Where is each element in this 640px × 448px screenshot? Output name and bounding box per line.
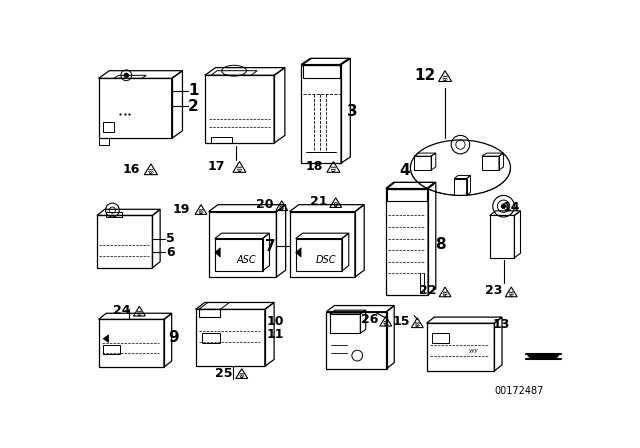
Text: yyy: yyy	[468, 348, 477, 353]
Text: 5: 5	[166, 232, 175, 245]
Polygon shape	[215, 248, 220, 257]
Text: 6: 6	[166, 246, 175, 259]
Text: 11: 11	[267, 328, 284, 341]
Text: 22: 22	[419, 284, 437, 297]
Text: 2: 2	[188, 99, 198, 114]
Circle shape	[124, 73, 129, 78]
Text: 24: 24	[113, 304, 131, 317]
Text: 16: 16	[123, 163, 140, 176]
Polygon shape	[103, 335, 109, 343]
Text: 12: 12	[414, 68, 436, 83]
Text: 00172487: 00172487	[494, 386, 543, 396]
Text: 15: 15	[392, 315, 410, 328]
Text: 14: 14	[502, 201, 520, 214]
Circle shape	[501, 204, 506, 208]
Text: 7: 7	[265, 239, 276, 254]
Text: 19: 19	[173, 203, 190, 216]
Text: 17: 17	[207, 160, 225, 173]
Text: 25: 25	[215, 367, 233, 380]
Text: 4: 4	[400, 164, 410, 178]
Text: 8: 8	[435, 237, 445, 252]
Text: 18: 18	[305, 160, 323, 173]
Polygon shape	[296, 248, 301, 257]
Text: DSC: DSC	[316, 255, 337, 265]
Text: 26: 26	[361, 313, 378, 326]
Text: ASC: ASC	[237, 255, 256, 265]
Text: 20: 20	[256, 198, 274, 211]
Text: 9: 9	[169, 330, 179, 345]
Text: 13: 13	[493, 318, 510, 332]
Text: 10: 10	[267, 315, 284, 328]
Text: 3: 3	[348, 104, 358, 119]
Text: 1: 1	[188, 83, 198, 98]
Text: 23: 23	[485, 284, 502, 297]
Text: 21: 21	[310, 195, 328, 208]
Polygon shape	[527, 355, 559, 358]
